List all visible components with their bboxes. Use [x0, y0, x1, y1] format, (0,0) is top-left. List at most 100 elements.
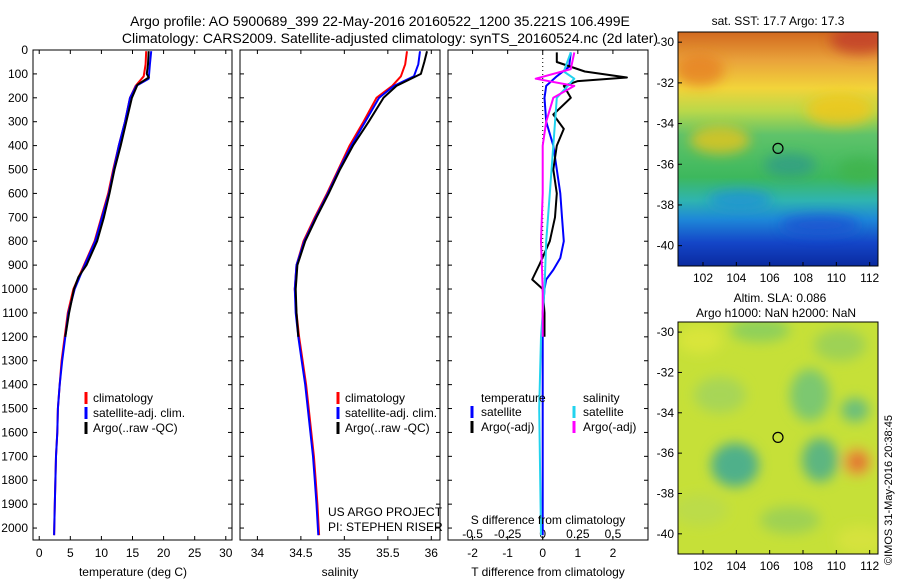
lat-tick-label: -34 [657, 406, 675, 420]
depth-tick-label: 300 [8, 115, 28, 129]
lat-tick-label: -30 [657, 325, 675, 339]
depth-tick-label: 2000 [1, 521, 28, 535]
lat-tick-label: -38 [657, 198, 675, 212]
lon-tick-label: 104 [726, 559, 746, 573]
lon-tick-label: 112 [860, 559, 879, 573]
sst-map: sat. SST: 17.7 Argo: 17.3 102 104 106 108 11… [657, 14, 880, 285]
project-credit-line2: PI: STEPHEN RISER [328, 520, 443, 534]
depth-axis: 0 100 200 300 400 500 600 700 800 900 1000 1100 1200… [1, 43, 648, 535]
legend-label-temp-argo: Argo(-adj) [481, 420, 534, 434]
difference-panel-frame [447, 49, 649, 541]
x-tick-label: 0 [36, 546, 43, 560]
lon-tick-label: 110 [827, 271, 846, 285]
temperature-legend: climatology satellite-adj. clim. Argo(..… [84, 391, 185, 435]
series-line-satellite-adj-clim- [53, 51, 153, 536]
depth-tick-label: 1400 [1, 378, 28, 392]
salinity-panel-frame [239, 49, 441, 541]
lon-tick-label: 106 [760, 559, 780, 573]
legend-label-argo: Argo(..raw -QC) [345, 421, 430, 435]
x-tick-label: 25 [188, 546, 202, 560]
depth-tick-label: 400 [8, 139, 28, 153]
x-tick-label: 35.5 [376, 546, 400, 560]
series-line-argo-raw-qc- [64, 51, 150, 337]
legend-title-salinity: salinity [583, 391, 620, 405]
x-tick-label: 15 [126, 546, 140, 560]
x-tick-label: 10 [95, 546, 109, 560]
depth-tick-label: 1600 [1, 425, 28, 439]
lon-tick-label: 106 [760, 271, 780, 285]
lon-tick-label: 108 [793, 559, 813, 573]
depth-tick-label: 700 [8, 210, 28, 224]
lon-tick-label: 108 [793, 271, 813, 285]
x-tick-label: 34.5 [289, 546, 313, 560]
lon-tick-label: 102 [693, 271, 713, 285]
temperature-panel-frame [32, 49, 233, 541]
top-tick-label: -0.5 [462, 527, 483, 541]
lon-tick-label: 110 [827, 559, 846, 573]
lat-tick-label: -32 [657, 76, 675, 90]
lon-tick-label: 112 [860, 271, 879, 285]
x-tick-label: 30 [219, 546, 233, 560]
argo-location-marker [772, 142, 784, 154]
t-difference-axis-label: T difference from climatology [471, 565, 625, 579]
sla-map-title: Altim. SLA: 0.086 [734, 291, 827, 305]
legend-label-sal-argo: Argo(-adj) [583, 420, 636, 434]
lat-tick-label: -34 [657, 117, 675, 131]
project-credit-line1: US ARGO PROJECT [328, 505, 443, 519]
lon-tick-label: 104 [726, 271, 746, 285]
legend-title-temperature: temperature [481, 391, 546, 405]
sla-map-subtitle: Argo h1000: NaN h2000: NaN [696, 306, 856, 320]
x-tick-label: 1 [574, 546, 581, 560]
depth-tick-label: 200 [8, 91, 28, 105]
depth-tick-label: 1200 [1, 330, 28, 344]
legend-label-argo: Argo(..raw -QC) [93, 421, 178, 435]
series-line-climatology [53, 51, 148, 536]
depth-tick-label: 1000 [1, 282, 28, 296]
depth-tick-label: 0 [21, 43, 28, 57]
temperature-axis-label: temperature (deg C) [79, 565, 187, 579]
salinity-legend: climatology satellite-adj. clim. Argo(..… [336, 391, 437, 435]
lat-tick-label: -38 [657, 486, 675, 500]
depth-tick-label: 1900 [1, 497, 28, 511]
lon-tick-label: 102 [693, 559, 713, 573]
x-tick-label: 36 [425, 546, 439, 560]
series-line-salinity-argo-adj- [534, 52, 576, 337]
sst-map-title: sat. SST: 17.7 Argo: 17.3 [712, 14, 845, 28]
legend-label-sal-satellite: satellite [583, 405, 624, 419]
depth-tick-label: 100 [8, 67, 28, 81]
series-line-temperature-satellite [541, 52, 572, 536]
legend-label-satellite: satellite-adj. clim. [93, 406, 185, 420]
imos-timestamp: ©IMOS 31-May-2016 20:38:45 [883, 415, 895, 565]
series-line-salinity-satellite [538, 52, 576, 536]
depth-tick-label: 500 [8, 163, 28, 177]
series-line-satellite-adj-clim- [293, 51, 421, 536]
figure-title-line2: Climatology: CARS2009. Satellite-adjuste… [122, 30, 658, 46]
top-tick-label: -0.25 [494, 527, 522, 541]
sla-map: Altim. SLA: 0.086 Argo h1000: NaN h2000:… [657, 291, 880, 573]
x-tick-label: 20 [157, 546, 171, 560]
x-tick-label: 0 [539, 546, 546, 560]
lat-tick-label: -40 [657, 239, 675, 253]
legend-label-satellite: satellite-adj. clim. [345, 406, 437, 420]
legend-label-climatology: climatology [345, 391, 405, 405]
depth-tick-label: 1800 [1, 473, 28, 487]
x-tick-label: 35 [338, 546, 352, 560]
series-line-argo-raw-qc- [294, 50, 428, 337]
depth-tick-label: 1300 [1, 354, 28, 368]
x-tick-label: -1 [502, 546, 513, 560]
top-tick-label: 0.25 [566, 527, 590, 541]
depth-tick-label: 600 [8, 186, 28, 200]
series-line-climatology [293, 51, 408, 536]
depth-tick-label: 1500 [1, 402, 28, 416]
lat-tick-label: -32 [657, 365, 675, 379]
argo-location-marker [772, 431, 784, 443]
salinity-axis-label: salinity [322, 565, 359, 579]
top-tick-label: 0.5 [605, 527, 622, 541]
difference-legend: temperature salinity satellite Argo(-adj… [470, 391, 636, 434]
x-tick-label: 34 [251, 546, 265, 560]
series-line-temperature-argo-adj- [531, 52, 628, 337]
x-tick-label: 5 [67, 546, 74, 560]
lat-tick-label: -40 [657, 527, 675, 541]
figure-title-line1: Argo profile: AO 5900689_399 22-May-2016… [130, 13, 630, 29]
